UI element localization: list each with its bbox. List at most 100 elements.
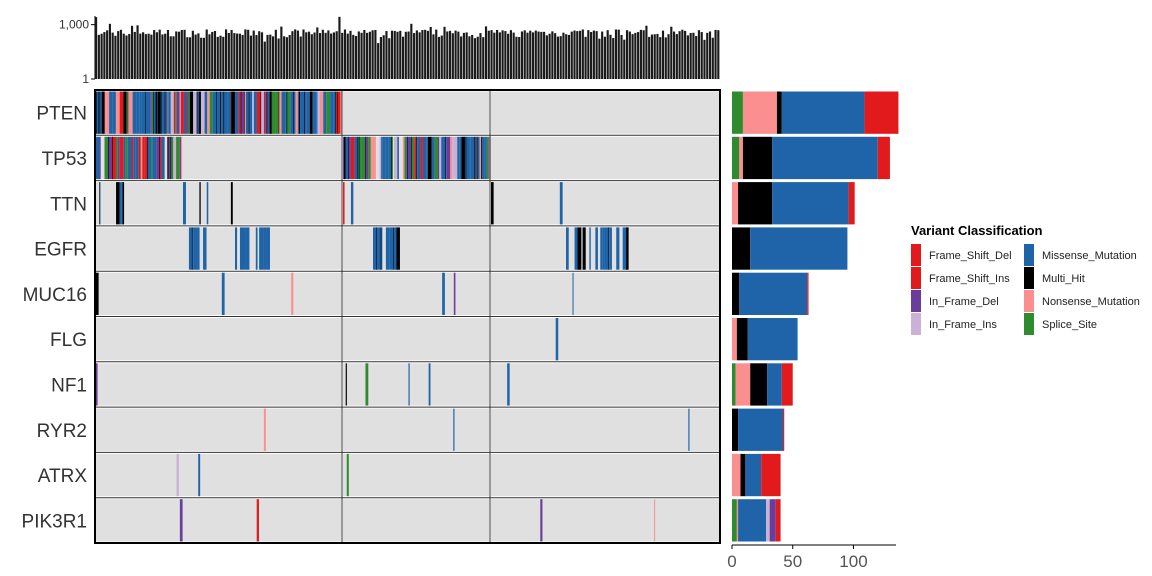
tmb-bar xyxy=(363,30,366,80)
heatmap-mutation-cell xyxy=(187,91,189,134)
heatmap-mutation-cell xyxy=(256,499,259,542)
tmb-bar xyxy=(266,34,269,79)
heatmap-mutation-cell xyxy=(166,91,169,134)
heatmap-mutation-cell xyxy=(335,91,338,134)
count-bar-segment xyxy=(736,318,748,361)
heatmap-mutation-cell xyxy=(485,136,488,180)
tmb-bar xyxy=(637,32,640,79)
tmb-bar xyxy=(233,33,236,79)
heatmap-cell-separator xyxy=(99,182,100,225)
heatmap-mutation-cell xyxy=(622,227,627,270)
heatmap-mutation-cell xyxy=(428,363,431,406)
tmb-bar xyxy=(343,29,347,79)
tmb-bar xyxy=(642,30,645,80)
count-bar-segment xyxy=(738,182,773,225)
heatmap-mutation-cell xyxy=(393,227,397,270)
tmb-bar xyxy=(609,34,612,79)
tmb-bar xyxy=(393,30,396,80)
heatmap-mutation-cell xyxy=(136,91,139,134)
tmb-bar xyxy=(164,33,167,79)
heatmap-mutation-cell xyxy=(481,136,485,180)
heatmap-mutation-cell xyxy=(391,136,393,180)
count-bar-segment xyxy=(772,182,849,225)
heatmap-mutation-cell xyxy=(361,136,366,180)
tmb-bar xyxy=(274,29,277,80)
heatmap-mutation-cell xyxy=(204,91,208,134)
tmb-bar xyxy=(717,30,720,80)
legend-swatch xyxy=(1024,290,1034,312)
heatmap-mutation-cell xyxy=(128,91,133,134)
heatmap-mutation-cell xyxy=(116,182,120,225)
heatmap-mutation-cell xyxy=(139,136,143,180)
tmb-bar xyxy=(601,31,604,79)
heatmap-cell-separator xyxy=(230,91,231,134)
heatmap-cell-separator xyxy=(465,136,467,180)
tmb-bar xyxy=(573,30,576,79)
heatmap-mutation-cell xyxy=(476,136,480,180)
count-bar-segment xyxy=(781,91,865,134)
tmb-bar xyxy=(435,29,438,79)
heatmap-mutation-cell xyxy=(193,91,197,134)
heatmap-cell-separator xyxy=(139,136,141,180)
heatmap-empty-cell xyxy=(343,363,489,406)
tmb-bar xyxy=(686,35,689,79)
gene-label: PTEN xyxy=(36,104,87,125)
heatmap-cell-separator xyxy=(357,136,359,180)
tmb-bar xyxy=(706,32,709,79)
legend-swatch xyxy=(911,244,921,266)
heatmap-mutation-cell xyxy=(589,227,591,270)
tmb-bar xyxy=(617,29,620,80)
heatmap-mutation-cell xyxy=(566,227,569,270)
legend-swatch xyxy=(1024,244,1034,266)
heatmap-row xyxy=(96,453,719,497)
heatmap-mutation-cell xyxy=(235,227,238,270)
count-bar-segment xyxy=(732,453,741,497)
tmb-bar xyxy=(670,26,673,79)
heatmap-mutation-cell xyxy=(157,91,161,134)
heatmap-mutation-cell xyxy=(298,91,301,134)
heatmap-mutation-cell xyxy=(266,91,270,134)
tmb-bar xyxy=(255,35,258,79)
heatmap-cell-separator xyxy=(244,91,245,134)
heatmap-cell-separator xyxy=(348,136,349,180)
heatmap-mutation-cell xyxy=(507,363,510,406)
tmb-bar xyxy=(313,32,316,79)
heatmap-mutation-cell xyxy=(263,408,266,451)
heatmap-mutation-cell xyxy=(147,136,152,180)
tmb-bar xyxy=(570,31,573,80)
tmb-bar xyxy=(330,33,333,79)
count-bar-segment xyxy=(742,136,773,180)
gene-label: MUC16 xyxy=(23,285,87,306)
heatmap-cell-separator xyxy=(626,227,627,270)
heatmap-mutation-cell xyxy=(408,363,410,406)
tmb-bar xyxy=(399,30,402,80)
heatmap-mutation-cell xyxy=(372,136,376,180)
tmb-bar xyxy=(418,32,421,79)
heatmap-cell-separator xyxy=(166,91,168,134)
tmb-bar xyxy=(269,34,272,79)
tmb-bar xyxy=(700,32,703,79)
tmb-bar xyxy=(385,31,388,79)
heatmap-cell-separator xyxy=(393,227,395,270)
heatmap-mutation-cell xyxy=(559,182,563,225)
tmb-bar xyxy=(697,30,701,79)
heatmap-mutation-cell xyxy=(209,91,213,134)
count-bar-segment xyxy=(732,91,743,134)
heatmap-cell-separator xyxy=(260,91,262,134)
heatmap-mutation-cell xyxy=(101,91,105,134)
tmb-bar xyxy=(186,37,189,79)
tmb-bar xyxy=(559,36,562,79)
tmb-bar xyxy=(390,30,394,79)
tmb-bar xyxy=(327,30,330,79)
tmb-bar xyxy=(545,35,548,79)
heatmap-mutation-cell xyxy=(135,136,139,180)
heatmap-mutation-cell xyxy=(131,136,134,180)
heatmap-mutation-cell xyxy=(179,499,183,542)
heatmap-mutation-cell xyxy=(122,182,125,225)
heatmap-mutation-cell xyxy=(176,91,180,134)
heatmap-mutation-cell xyxy=(491,182,494,225)
heatmap-mutation-cell xyxy=(393,136,398,180)
count-bar-segment xyxy=(745,453,762,497)
tmb-bar xyxy=(498,32,501,79)
heatmap-mutation-cell xyxy=(156,136,160,180)
